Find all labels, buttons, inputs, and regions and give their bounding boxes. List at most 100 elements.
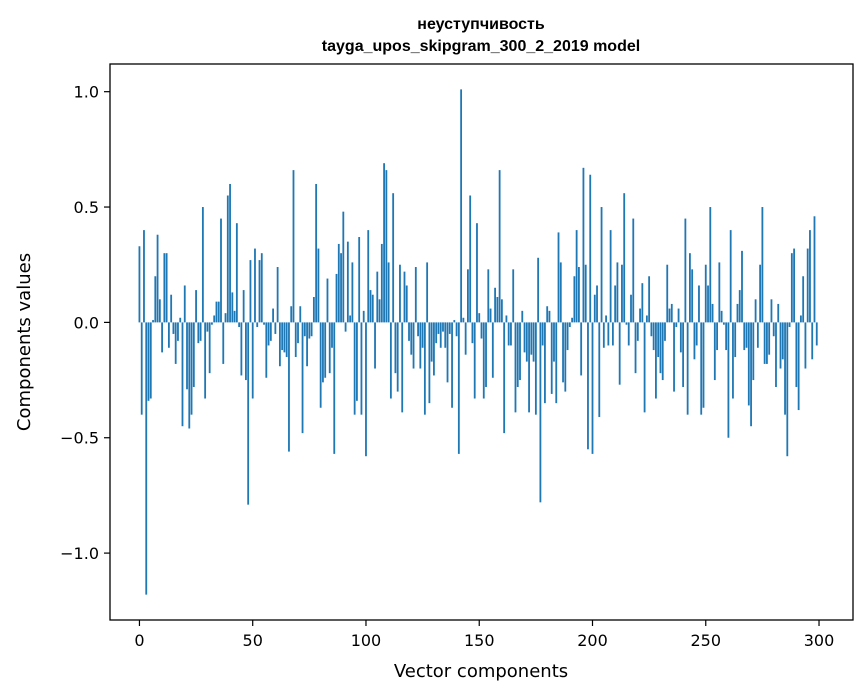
bar [686,322,689,415]
bar [643,322,646,413]
bar [229,183,231,323]
bar [399,264,401,323]
bar [351,262,354,323]
bar [494,287,496,323]
bar [353,322,356,415]
bar [589,174,592,323]
bar [362,310,365,323]
bar [143,230,145,323]
bar [433,322,435,376]
x-tick-label: 100 [351,631,382,650]
bar [716,322,718,351]
bar [713,322,716,381]
y-tick-label: 0.0 [74,313,99,332]
bar [358,237,361,323]
bar [324,322,327,378]
bar [575,230,578,323]
bar [179,317,182,323]
bar [278,322,281,367]
bar [659,322,662,374]
bar [695,322,698,346]
bar [251,322,254,399]
bar [308,322,311,339]
bar [177,322,179,341]
bar [290,306,293,323]
bar [181,322,184,427]
bar [396,322,399,392]
bar [426,262,429,323]
bar [299,306,302,323]
bar [242,290,245,323]
bar [138,246,141,323]
bar [580,322,583,376]
bar [627,322,630,346]
bar [505,315,508,323]
bar [709,207,712,323]
bar [383,163,385,323]
bar [389,322,392,399]
bar [260,253,263,323]
bar [496,297,499,323]
bar [430,322,433,362]
bar [315,183,318,323]
x-tick-label: 300 [804,631,835,650]
bar [183,285,186,323]
bar [460,89,463,323]
bar [469,195,472,323]
x-tick-label: 200 [577,631,608,650]
bar [759,264,762,323]
bar [428,322,431,404]
bar [623,193,626,323]
bar [702,322,705,408]
bar [750,322,752,427]
bar [408,322,410,341]
bar [317,248,320,323]
bar [392,193,395,323]
bar [743,322,746,351]
bar-series [138,89,818,595]
bar [367,230,370,323]
bar [566,322,569,351]
x-tick-label: 150 [464,631,495,650]
bar [310,322,313,337]
bar [500,299,503,323]
bar [537,257,540,323]
bar [616,262,619,323]
bar [356,322,358,401]
bar [670,303,673,323]
bar [756,322,759,348]
bar [380,243,383,323]
bar [582,167,585,323]
bar [360,322,363,415]
bar [593,294,596,323]
bar [763,322,766,364]
bar [693,322,696,360]
bar [263,322,265,325]
bar [541,322,544,346]
bar [326,278,329,323]
bar [344,322,347,332]
bar [170,294,173,323]
bar [745,322,748,348]
bar [725,322,728,351]
bar [281,322,284,351]
bar [235,223,238,323]
bar [167,322,170,348]
bar [331,322,333,348]
bar [410,322,413,355]
bar [349,315,352,323]
bar [596,285,598,323]
bar [521,310,524,323]
bar [625,322,628,325]
bar [732,322,734,399]
bar [165,253,168,323]
bar [152,320,154,323]
bar [514,322,517,413]
bar [421,322,424,348]
bar [799,315,802,323]
bar [387,262,390,323]
bar [423,322,426,415]
bar [691,269,694,323]
bar [614,285,617,323]
bar [473,322,476,399]
